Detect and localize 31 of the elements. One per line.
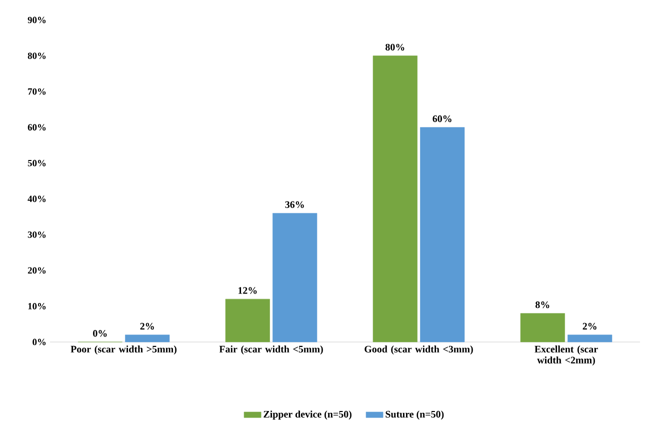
y-tick-label: 60% bbox=[28, 124, 46, 131]
x-tick-label: Excellent (scar width <2mm) bbox=[534, 346, 598, 366]
y-tick-label: 40% bbox=[28, 196, 46, 202]
y-tick-label: 30% bbox=[28, 231, 46, 238]
data-label: 36% bbox=[285, 201, 304, 208]
data-label: 60% bbox=[432, 115, 452, 122]
data-label: 12% bbox=[238, 287, 257, 294]
legend-label: Suture (n=50) bbox=[386, 410, 444, 420]
legend-label: Zipper device (n=50) bbox=[264, 410, 352, 420]
x-tick-label: Poor (scar width >5mm) bbox=[70, 346, 176, 355]
data-label: 2% bbox=[582, 322, 596, 330]
data-label: 80% bbox=[386, 44, 404, 51]
y-tick-label: 90% bbox=[28, 16, 46, 24]
y-tick-label: 50% bbox=[28, 160, 46, 166]
bar bbox=[272, 213, 318, 342]
bar bbox=[372, 56, 418, 342]
x-tick-label: Fair (scar width <5mm) bbox=[219, 346, 323, 355]
data-label: 0% bbox=[93, 330, 107, 337]
x-tick-label: Good (scar width <3mm) bbox=[364, 346, 473, 355]
bar bbox=[420, 127, 465, 342]
bar bbox=[520, 313, 565, 342]
bar bbox=[568, 334, 612, 342]
y-tick-label: 70% bbox=[28, 88, 46, 95]
y-tick-label: 20% bbox=[28, 267, 46, 274]
bar bbox=[225, 298, 270, 342]
data-label: 2% bbox=[140, 322, 154, 330]
data-label: 8% bbox=[536, 301, 550, 308]
bar bbox=[125, 334, 170, 342]
y-tick-label: 10% bbox=[28, 303, 46, 310]
y-tick-label: 80% bbox=[28, 52, 46, 59]
y-tick-label: 0% bbox=[32, 338, 46, 346]
